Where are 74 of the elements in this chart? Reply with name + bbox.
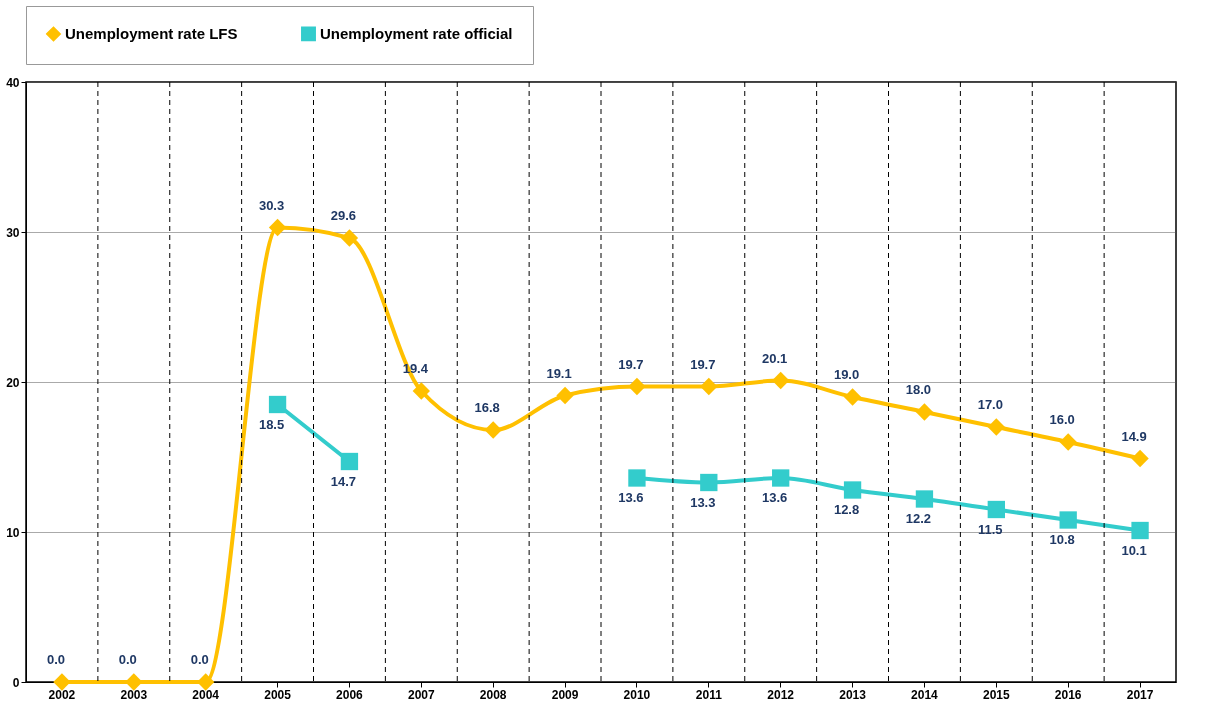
x-tick-label: 2013: [839, 687, 867, 702]
x-tick-label: 2005: [264, 687, 292, 702]
point: [700, 473, 718, 492]
data-label: 19.7: [690, 356, 716, 372]
point: [915, 403, 934, 421]
y-tick-label: 30: [6, 225, 20, 240]
legend-label: Unemployment rate official: [320, 24, 513, 42]
point: [1131, 449, 1149, 468]
data-label: 16.0: [1049, 412, 1075, 427]
data-label: 19.1: [546, 365, 572, 381]
x-tick-label: 2003: [120, 687, 148, 702]
point: [700, 377, 718, 396]
point: [628, 469, 646, 487]
point: [53, 673, 71, 691]
point: [1131, 521, 1149, 540]
point: [772, 371, 790, 390]
point: [772, 469, 790, 487]
point: [268, 395, 287, 414]
point: [484, 421, 502, 439]
point: [340, 229, 359, 247]
x-tick-label: 2011: [695, 687, 723, 702]
point: [125, 673, 143, 691]
data-label: 18.0: [905, 382, 932, 397]
point: [1059, 511, 1077, 529]
point: [340, 452, 359, 471]
point: [268, 218, 287, 237]
data-label: 14.9: [1121, 428, 1147, 444]
data-label: 13.6: [618, 490, 644, 505]
data-label: 0.0: [118, 652, 137, 667]
legend-label: Unemployment rate LFS: [65, 24, 238, 42]
x-tick-label: 2014: [911, 687, 939, 702]
point: [987, 418, 1005, 436]
data-label: 0.0: [46, 652, 65, 667]
data-label: 16.8: [474, 400, 500, 415]
y-tick-label: 0: [12, 675, 20, 690]
point: [987, 500, 1005, 519]
data-label: 29.6: [330, 208, 357, 223]
x-tick-label: 2016: [1054, 687, 1082, 702]
data-label: 20.1: [762, 350, 788, 366]
point: [412, 382, 430, 400]
x-tick-label: 2006: [336, 687, 364, 702]
y-tick-label: 10: [6, 525, 20, 540]
y-tick-label: 20: [6, 375, 20, 390]
data-label: 13.6: [762, 490, 788, 505]
point: [915, 490, 934, 508]
data-label: 17.0: [977, 397, 1003, 412]
x-tick-label: 2002: [48, 687, 76, 702]
data-label: 14.7: [330, 473, 357, 489]
data-label: 19.7: [618, 356, 644, 372]
data-label: 10.8: [1049, 532, 1075, 547]
data-label: 0.0: [190, 652, 209, 667]
data-label: 12.8: [833, 502, 860, 517]
data-label: 30.3: [258, 197, 285, 213]
x-tick-label: 2007: [407, 687, 435, 702]
x-tick-label: 2004: [192, 687, 220, 702]
x-tick-label: 2008: [479, 687, 507, 702]
point: [628, 377, 646, 396]
point: [556, 386, 574, 405]
x-tick-label: 2010: [623, 687, 651, 702]
data-label: 12.2: [905, 511, 932, 526]
point: [197, 673, 215, 691]
x-tick-label: 2015: [982, 687, 1010, 702]
data-label: 19.0: [833, 367, 860, 382]
x-tick-label: 2009: [551, 687, 579, 702]
x-tick-label: 2012: [767, 687, 795, 702]
data-label: 10.1: [1121, 542, 1147, 558]
point: [843, 388, 862, 406]
x-tick-label: 2017: [1126, 687, 1154, 702]
data-label: 13.3: [690, 494, 716, 510]
point: [1059, 433, 1077, 451]
data-label: 18.5: [258, 416, 285, 432]
y-tick-label: 40: [6, 75, 20, 90]
point: [843, 481, 862, 499]
data-label: 11.5: [978, 521, 1003, 537]
